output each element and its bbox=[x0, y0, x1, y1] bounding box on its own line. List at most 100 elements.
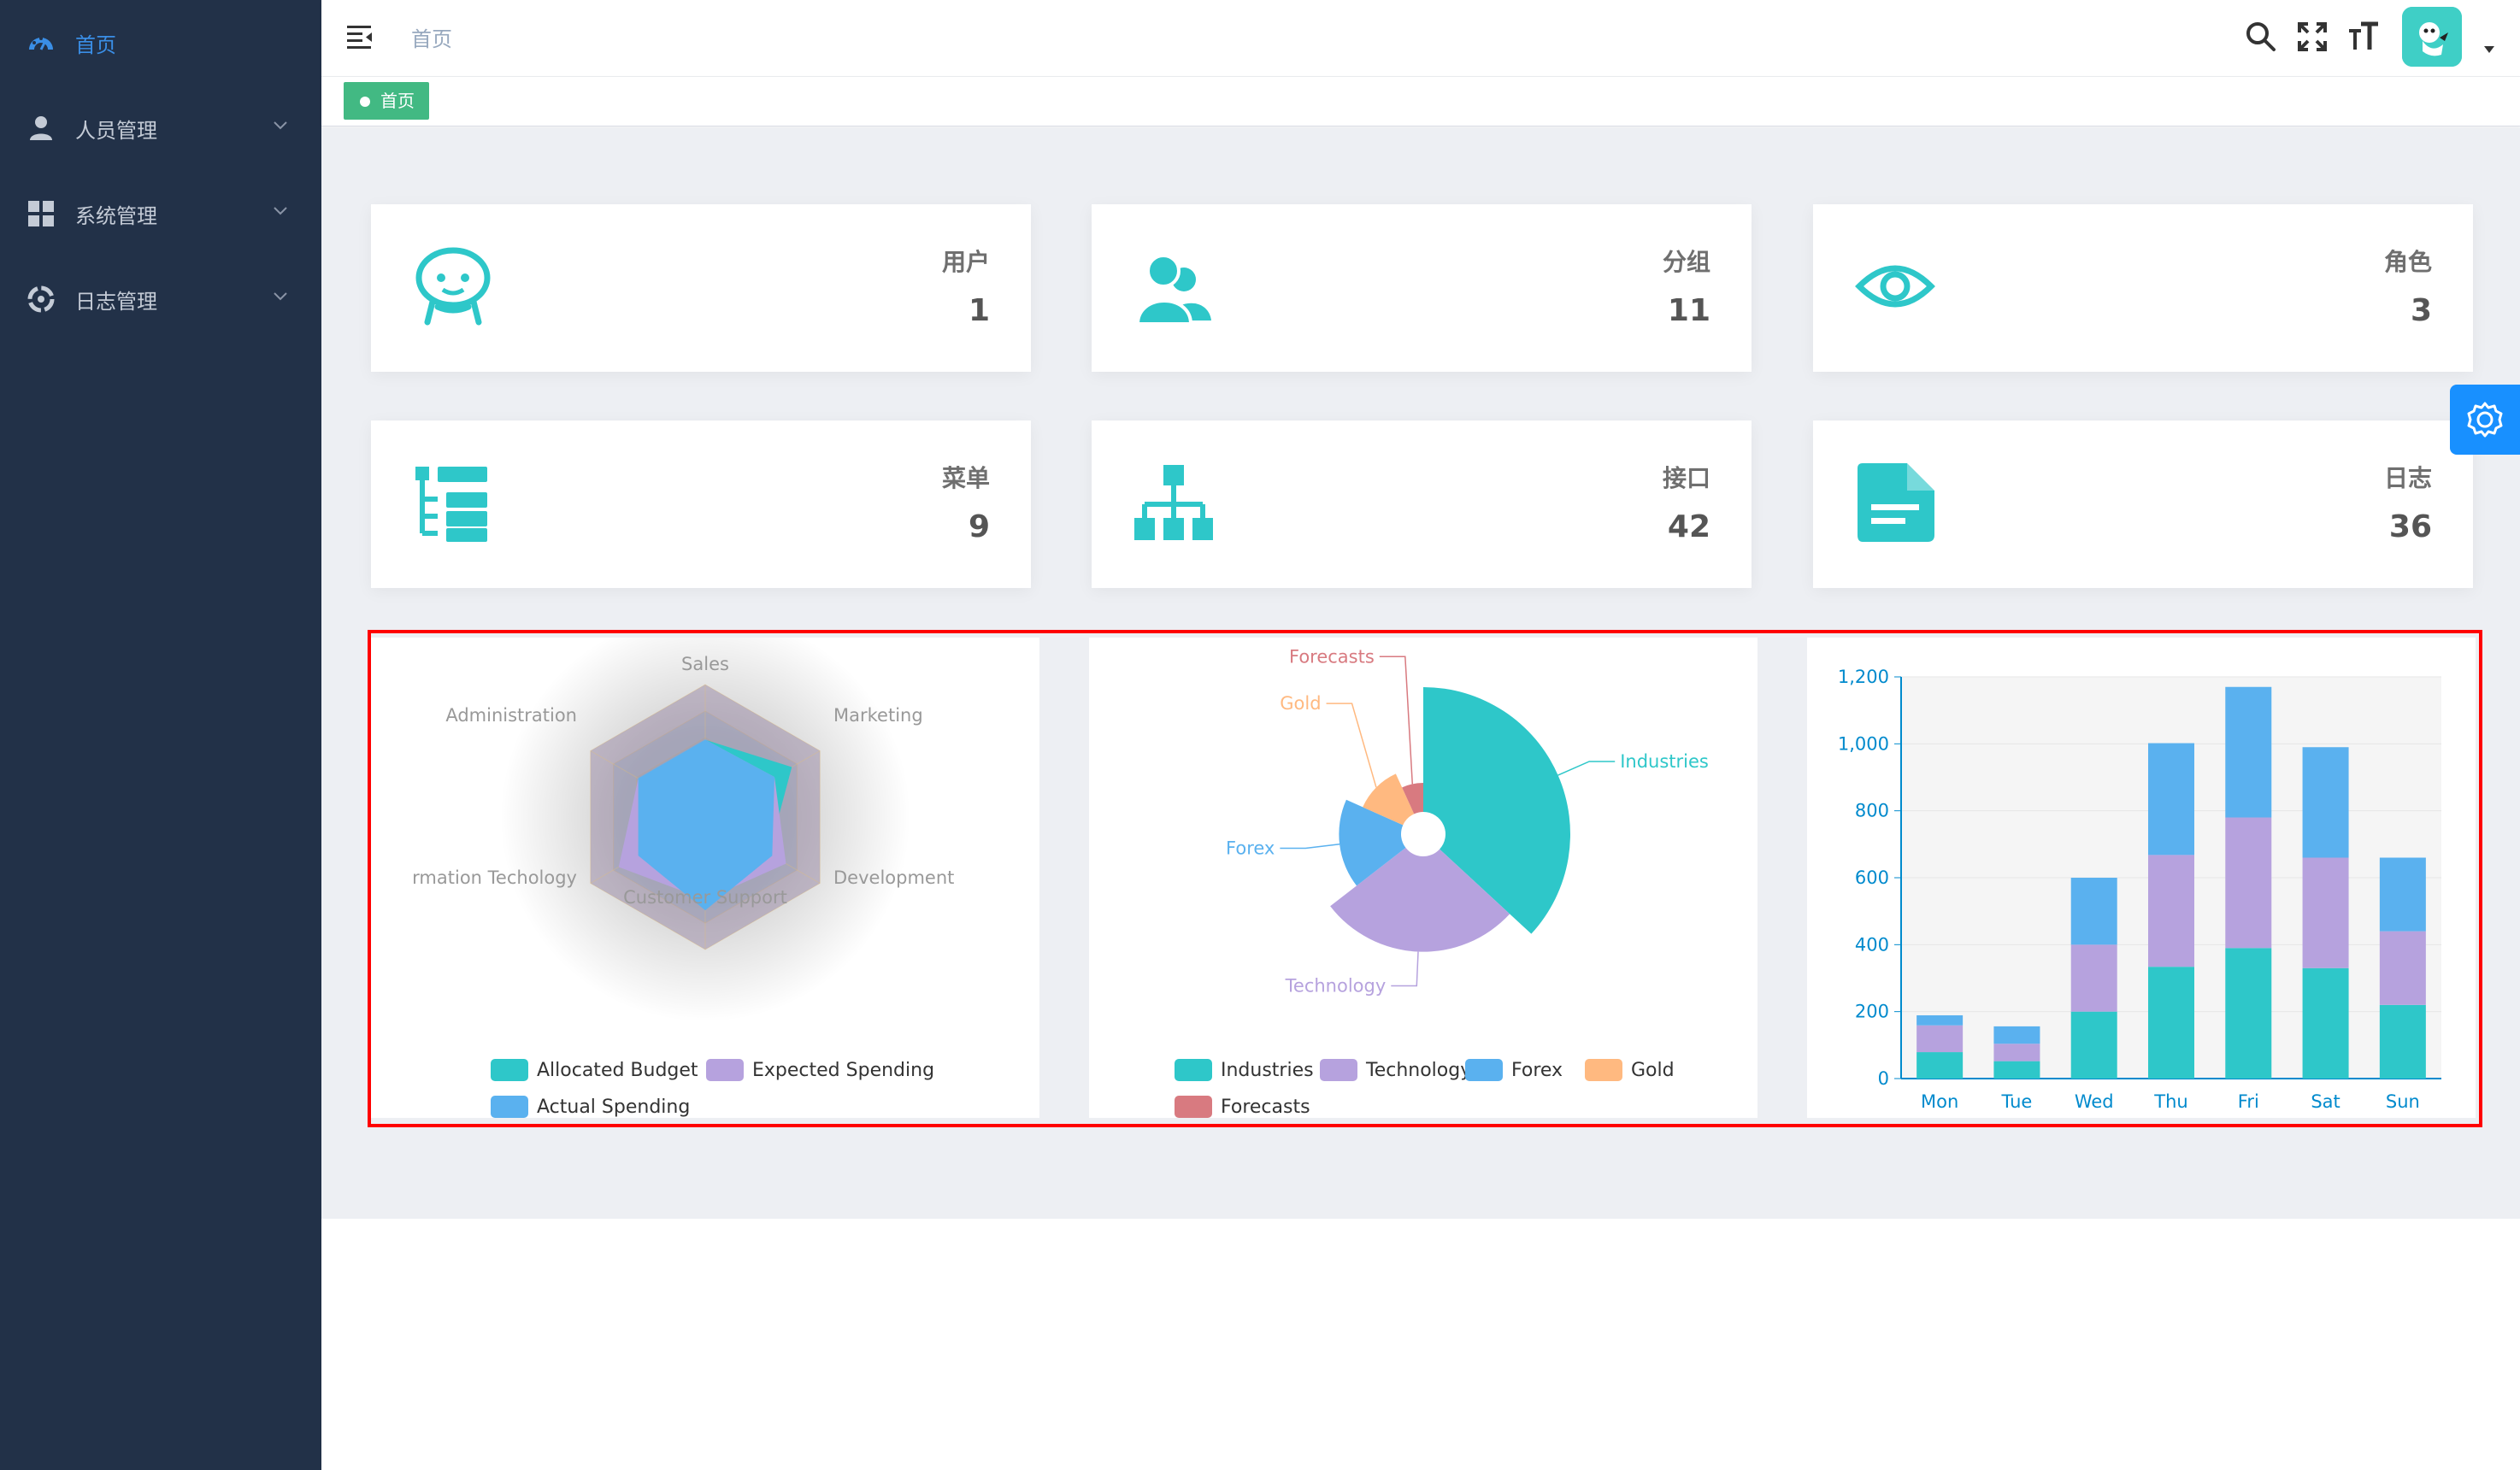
people-icon bbox=[1135, 254, 1211, 326]
sidebar-item-system[interactable]: 系统管理 bbox=[0, 171, 321, 256]
stat-card-apis[interactable]: 接口 42 bbox=[1092, 420, 1752, 588]
radar-indicator-label: Administration bbox=[445, 705, 577, 726]
radar-indicator-label: Marketing bbox=[833, 705, 923, 726]
bar-segment bbox=[2302, 747, 2349, 858]
pie-slice bbox=[1330, 847, 1510, 952]
avatar[interactable] bbox=[2402, 7, 2462, 67]
bar-segment bbox=[1916, 1014, 1964, 1026]
legend-label: Allocated Budget bbox=[537, 1060, 698, 1081]
bar-segment bbox=[2379, 931, 2426, 1005]
main-content: 用户 1 分组 11 角色 3 bbox=[321, 127, 2520, 1219]
settings-button[interactable] bbox=[2450, 385, 2520, 455]
sidebar-item-logs[interactable]: 日志管理 bbox=[0, 256, 321, 342]
menu-toggle-icon[interactable] bbox=[345, 22, 374, 50]
bar-segment bbox=[1993, 1061, 2040, 1079]
card-value: 36 bbox=[2388, 509, 2432, 544]
y-tick-label: 0 bbox=[1878, 1068, 1889, 1089]
chevron-down-icon bbox=[274, 207, 287, 215]
pie-slice bbox=[1423, 687, 1570, 934]
bar-segment bbox=[2225, 686, 2272, 818]
stat-card-users[interactable]: 用户 1 bbox=[371, 204, 1031, 372]
font-size-icon[interactable] bbox=[2346, 19, 2382, 55]
radar-chart-panel: Sales Marketing Development Customer Suppor… bbox=[371, 612, 1039, 1118]
legend-swatch bbox=[1465, 1059, 1503, 1081]
x-tick-label: Mon bbox=[1921, 1091, 1958, 1112]
bar-segment bbox=[2225, 817, 2272, 949]
bar-segment bbox=[1916, 1025, 1964, 1053]
sidebar-item-personnel[interactable]: 人员管理 bbox=[0, 85, 321, 171]
card-value: 11 bbox=[1667, 293, 1710, 328]
legend-swatch bbox=[706, 1059, 744, 1081]
card-value: 42 bbox=[1667, 509, 1710, 544]
y-tick-label: 600 bbox=[1855, 867, 1889, 888]
org-chart-icon bbox=[1134, 465, 1213, 540]
breadcrumb[interactable]: 首页 bbox=[411, 27, 452, 51]
x-tick-label: Tue bbox=[2000, 1091, 2032, 1112]
radar-indicator-label: Customer Support bbox=[623, 887, 787, 908]
bar-segment bbox=[2070, 944, 2117, 1012]
pie-label-line bbox=[1280, 844, 1340, 850]
radar-indicator-label: Development bbox=[833, 867, 954, 888]
legend-label: Actual Spending bbox=[537, 1097, 690, 1118]
pie-slice-label: Forex bbox=[1226, 838, 1275, 859]
bar-segment bbox=[2070, 1011, 2117, 1079]
bar-segment bbox=[2225, 948, 2272, 1079]
sidebar-item-label: 日志管理 bbox=[75, 289, 157, 314]
x-tick-label: Wed bbox=[2075, 1091, 2114, 1112]
sidebar-item-home[interactable]: 首页 bbox=[0, 0, 321, 85]
legend-swatch bbox=[1175, 1096, 1212, 1118]
tree-list-icon bbox=[415, 467, 487, 542]
sidebar-item-label: 系统管理 bbox=[75, 203, 157, 228]
bar-segment bbox=[2379, 1004, 2426, 1079]
y-tick-label: 800 bbox=[1855, 801, 1889, 821]
card-title: 接口 bbox=[1662, 464, 1710, 492]
bar-segment bbox=[2148, 743, 2194, 856]
pie-label-line bbox=[1379, 656, 1414, 785]
legend-label: Industries bbox=[1221, 1060, 1314, 1081]
fullscreen-icon[interactable] bbox=[2294, 19, 2330, 55]
card-title: 菜单 bbox=[941, 464, 990, 492]
pie-label-line bbox=[1391, 951, 1419, 987]
legend-swatch bbox=[491, 1059, 528, 1081]
bar-segment bbox=[2070, 878, 2117, 945]
stat-card-groups[interactable]: 分组 11 bbox=[1092, 204, 1752, 372]
legend-label: Gold bbox=[1631, 1060, 1675, 1081]
x-tick-label: Sat bbox=[2311, 1091, 2340, 1112]
sidebar: 首页 人员管理 系统管理 日志管理 bbox=[0, 0, 321, 1470]
user-icon bbox=[30, 116, 52, 140]
radar-chart: Sales Marketing Development Customer Suppor… bbox=[412, 612, 954, 1118]
bar-segment bbox=[1993, 1044, 2040, 1061]
rose-pie-chart-panel: Industries Technology Forex Gold Forecasts In… bbox=[1089, 638, 1758, 1118]
bar-segment bbox=[1993, 1026, 2040, 1044]
radar-indicator-label: rmation Techology bbox=[412, 867, 577, 888]
caret-down-icon[interactable] bbox=[2482, 44, 2496, 55]
card-title: 日志 bbox=[2383, 464, 2432, 492]
card-title: 分组 bbox=[1662, 248, 1710, 276]
radar-series-area bbox=[638, 739, 775, 911]
dashboard-icon bbox=[29, 37, 53, 50]
legend-swatch bbox=[1175, 1059, 1212, 1081]
grid-icon bbox=[28, 201, 54, 226]
y-tick-label: 200 bbox=[1855, 1002, 1889, 1022]
card-title: 角色 bbox=[2383, 248, 2432, 276]
card-value: 9 bbox=[968, 509, 990, 544]
sidebar-item-label: 首页 bbox=[75, 32, 116, 57]
robot-face-icon bbox=[415, 247, 491, 326]
stat-card-logs[interactable]: 日志 36 bbox=[1813, 420, 2473, 588]
bar-segment bbox=[2379, 857, 2426, 932]
gear-icon bbox=[2467, 402, 2503, 438]
stat-card-roles[interactable]: 角色 3 bbox=[1813, 204, 2473, 372]
legend-label: Forecasts bbox=[1221, 1097, 1310, 1118]
legend-label: Forex bbox=[1511, 1060, 1563, 1081]
avatar-image-icon bbox=[2402, 7, 2462, 67]
tag-home[interactable]: 首页 bbox=[344, 82, 429, 120]
sidebar-item-label: 人员管理 bbox=[75, 118, 157, 143]
pie-label-line bbox=[1557, 761, 1616, 776]
chevron-down-icon bbox=[274, 121, 287, 130]
stat-card-menus[interactable]: 菜单 9 bbox=[371, 420, 1031, 588]
card-title: 用户 bbox=[941, 248, 990, 276]
search-icon[interactable] bbox=[2243, 19, 2279, 55]
dial-icon bbox=[27, 285, 55, 313]
tags-view-bar: 首页 bbox=[321, 77, 2520, 126]
